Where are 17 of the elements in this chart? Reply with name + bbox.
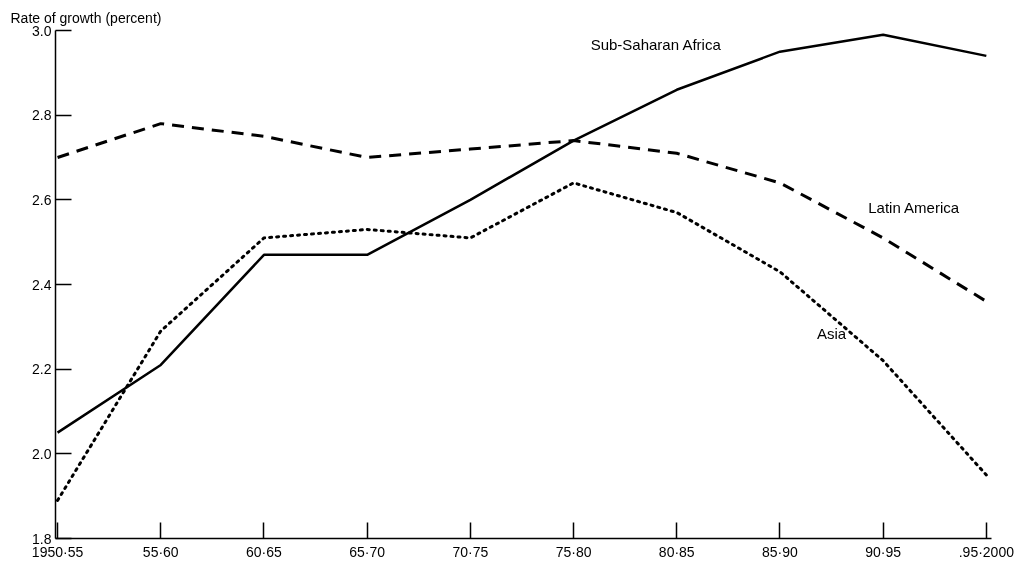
x-tick-label: 75·80	[555, 543, 592, 560]
y-tick-label: 2.8	[32, 107, 52, 124]
x-tick-label: 60·65	[246, 543, 283, 560]
y-tick-label: 2.0	[32, 445, 52, 462]
x-tick-label: 65·70	[349, 543, 386, 560]
x-tick-label: 85·90	[762, 543, 799, 560]
y-tick-label: 2.6	[32, 191, 52, 208]
series-label: Sub-Saharan Africa	[590, 36, 722, 54]
x-tick-label: 90·95	[865, 543, 902, 560]
series-label: Latin America	[868, 199, 960, 217]
x-tick-label: 70·75	[452, 543, 489, 560]
y-tick-label: 2.2	[32, 361, 52, 378]
x-tick-label: .95·2000	[958, 543, 1015, 560]
x-tick-label: 55·60	[142, 543, 179, 560]
series-label: Asia	[816, 325, 847, 343]
x-tick-label: 80·85	[658, 543, 695, 560]
y-tick-label: 2.4	[32, 276, 52, 293]
